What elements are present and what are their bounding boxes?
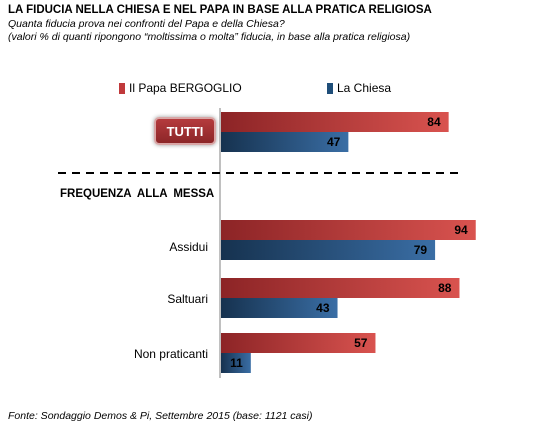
category-label-saltuari: Saltuari	[167, 292, 208, 306]
bars-group: 84 47 94 79 88 43 57 11	[221, 112, 476, 373]
bar-chiesa-saltuari	[221, 298, 338, 318]
legend-swatch-chiesa	[327, 82, 333, 94]
question-text: Quanta fiducia prova nei confronti del P…	[8, 18, 285, 30]
value-label-papa-non-praticanti: 57	[354, 336, 368, 350]
value-label-chiesa-saltuari: 43	[316, 301, 330, 315]
bar-papa-tutti	[221, 112, 449, 132]
legend-item-papa: Il Papa BERGOGLIO	[119, 81, 242, 95]
chart-subtitle: Quanta fiducia prova nei confronti del P…	[8, 18, 460, 43]
chart-footer: Fonte: Sondaggio Demos & Pi, Settembre 2…	[8, 410, 313, 422]
category-label-assidui: Assidui	[169, 240, 208, 254]
section-label-frequenza: FREQUENZA ALLA MESSA	[60, 188, 215, 200]
value-label-papa-saltuari: 88	[438, 281, 452, 295]
category-label-non-praticanti: Non praticanti	[133, 347, 208, 361]
bar-chiesa-non-praticanti	[221, 353, 251, 373]
chart-title: LA FIDUCIA NELLA CHIESA E NEL PAPA IN BA…	[8, 4, 432, 16]
legend-item-chiesa: La Chiesa	[327, 81, 391, 95]
legend-label-chiesa: La Chiesa	[337, 81, 392, 95]
value-label-papa-assidui: 94	[454, 223, 468, 237]
bar-papa-assidui	[221, 220, 476, 240]
values-note: (valori % di quanti ripongono “moltissim…	[8, 30, 411, 43]
value-label-chiesa-assidui: 79	[414, 243, 428, 257]
bar-chiesa-tutti	[221, 132, 349, 152]
value-label-chiesa-tutti: 47	[327, 135, 341, 149]
legend-swatch-papa	[119, 82, 125, 94]
category-label-tutti: TUTTI	[154, 117, 216, 145]
value-label-papa-tutti: 84	[427, 115, 441, 129]
bar-chiesa-assidui	[221, 240, 436, 260]
value-label-chiesa-non-praticanti: 11	[230, 356, 243, 370]
bar-papa-non-praticanti	[221, 333, 376, 353]
bar-papa-saltuari	[221, 278, 460, 298]
legend-label-papa: Il Papa BERGOGLIO	[129, 81, 242, 95]
